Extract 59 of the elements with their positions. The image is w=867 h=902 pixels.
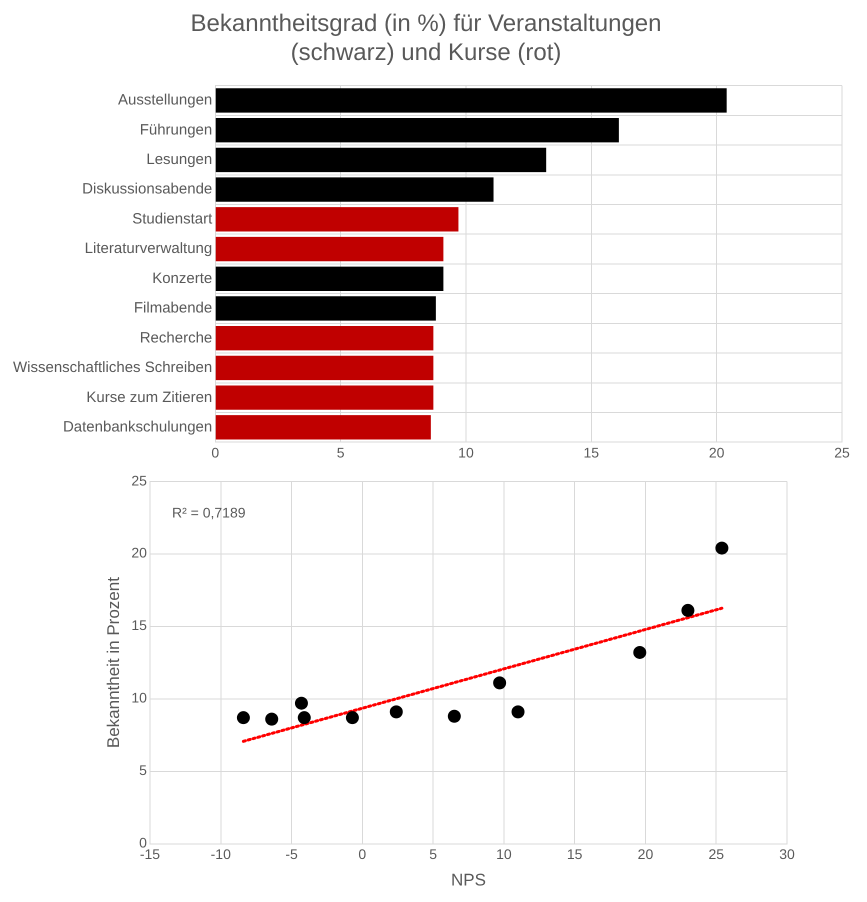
y-tick-label: Datenbankschulungen (62, 418, 212, 436)
x-tick-label: 15 (566, 846, 583, 862)
bar (216, 177, 494, 202)
bar (216, 88, 727, 113)
bar (216, 385, 434, 410)
bar (216, 148, 546, 172)
y-tick-label: Konzerte (152, 270, 212, 287)
x-tick-label: 0 (358, 846, 366, 862)
y-tick-label: Recherche (140, 329, 212, 346)
point (493, 676, 506, 690)
y-tick-label: Wissenschaftliches Schreiben (12, 359, 212, 376)
x-axis-title: NPS (451, 870, 486, 890)
y-tick-label: 5 (139, 762, 148, 778)
point (715, 542, 728, 555)
x-tick-label: 10 (458, 444, 474, 460)
point (512, 705, 525, 718)
y-tick-label: Lesungen (146, 151, 212, 168)
y-tick-label: Kurse zum Zitieren (86, 388, 212, 406)
y-axis-title: Bekanntheit in Prozent (104, 576, 123, 748)
y-tick-label: 15 (131, 617, 148, 634)
y-tick-label: Diskussionsabende (82, 180, 212, 198)
bar (216, 118, 619, 142)
y-tick-label: Studienstart (132, 210, 214, 228)
bar (216, 207, 458, 232)
bar (216, 356, 434, 380)
x-tick-label: 25 (708, 846, 724, 862)
y-tick-label: Filmabende (134, 300, 212, 317)
x-tick-label: 20 (708, 444, 725, 460)
point (346, 711, 359, 724)
point (294, 696, 308, 710)
x-tick-label: 25 (834, 444, 850, 460)
x-tick-label: 30 (779, 846, 795, 862)
y-tick-label: 10 (131, 690, 148, 706)
y-tick-label: Ausstellungen (118, 92, 212, 109)
x-tick-label: -5 (285, 846, 298, 862)
y-tick-label: 20 (131, 544, 148, 561)
annotation: R² = 0,7189 (172, 504, 246, 520)
chart-title: Bekanntheitsgrad (in %) für Veranstaltungen (schwarz) und Kurse (rot) (190, 10, 662, 66)
point (681, 604, 694, 617)
x-tick-label: 10 (496, 846, 512, 862)
bar (216, 415, 431, 440)
x-tick-label: 15 (584, 444, 600, 460)
x-tick-label: 5 (429, 846, 438, 862)
y-tick-label: 25 (131, 472, 148, 488)
bar (216, 266, 444, 291)
point (265, 712, 278, 726)
bar (216, 236, 444, 262)
bar (216, 326, 434, 350)
y-tick-label: Führungen (140, 121, 212, 138)
y-tick-label: Literaturverwaltung (84, 240, 212, 258)
point (633, 646, 646, 659)
point (236, 711, 250, 724)
x-tick-label: 5 (336, 444, 345, 460)
point (448, 710, 461, 723)
point (390, 705, 403, 718)
bar (216, 296, 436, 321)
x-tick-label: 20 (638, 846, 654, 862)
x-tick-label: -10 (210, 846, 232, 862)
point (298, 711, 311, 724)
